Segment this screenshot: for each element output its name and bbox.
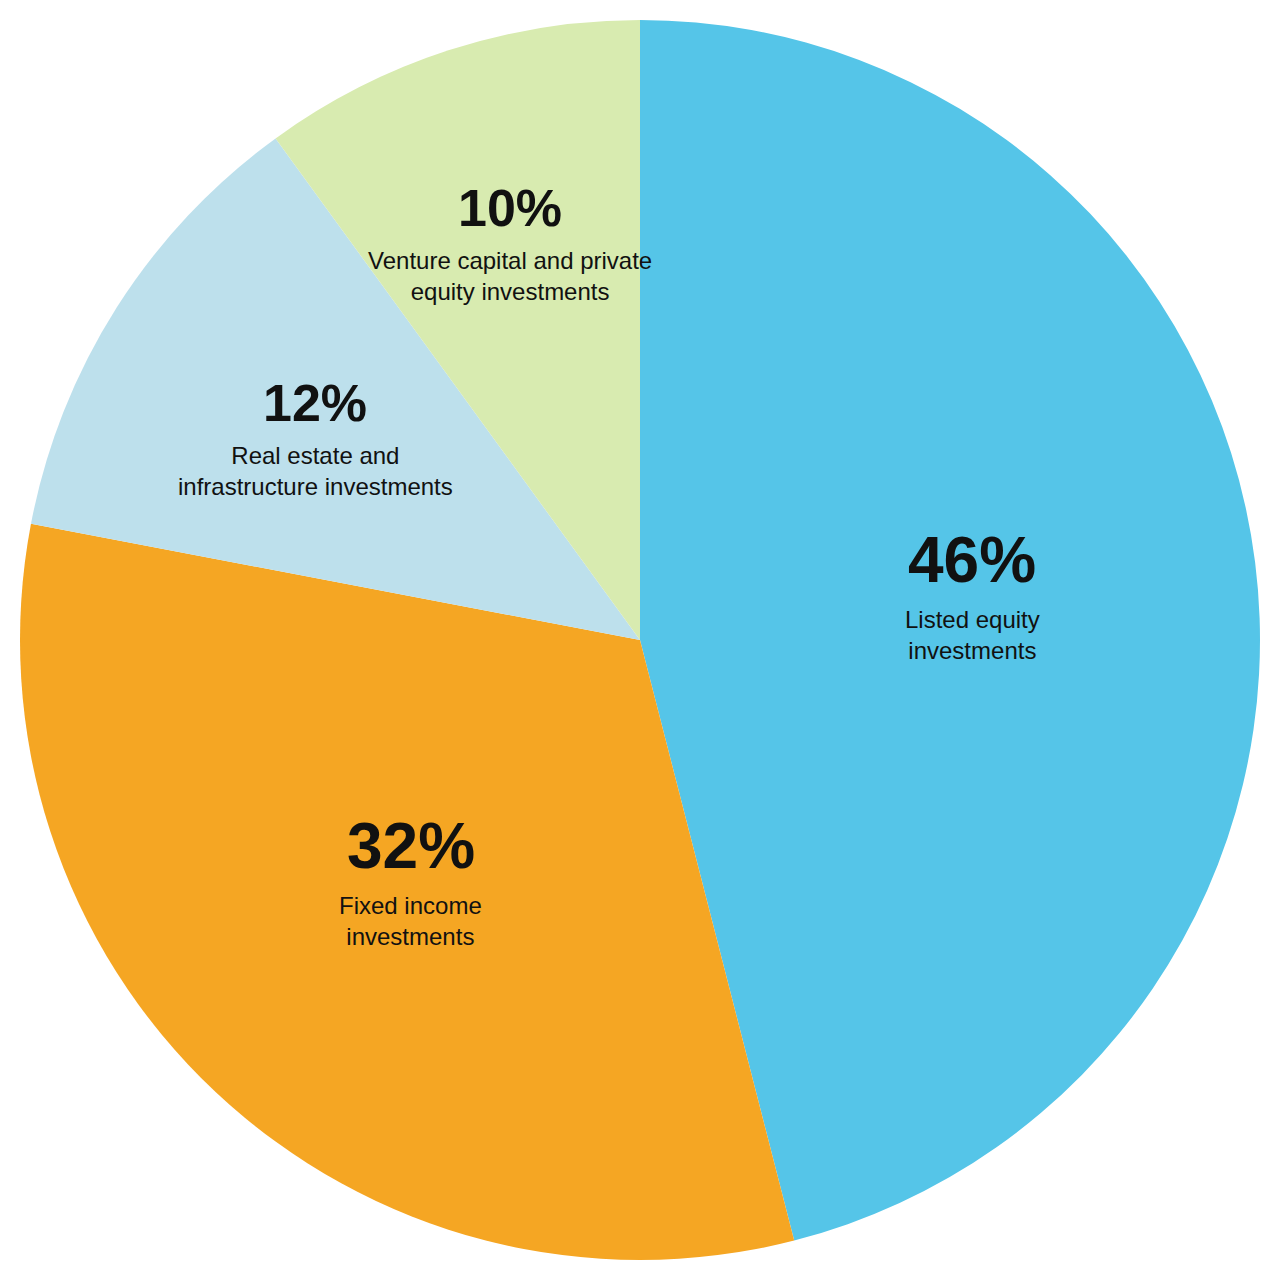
svg-text:Venture capital and privateequ: Venture capital and privateequity invest… — [368, 247, 652, 305]
svg-text:Real estate andinfrastructure: Real estate andinfrastructure investment… — [178, 442, 453, 500]
svg-text:12%: 12% — [263, 374, 367, 432]
svg-text:Fixed incomeinvestments: Fixed incomeinvestments — [339, 892, 482, 950]
svg-text:46%: 46% — [908, 524, 1036, 596]
svg-text:32%: 32% — [347, 810, 475, 882]
svg-text:10%: 10% — [458, 179, 562, 237]
svg-text:Listed equityinvestments: Listed equityinvestments — [905, 606, 1040, 664]
